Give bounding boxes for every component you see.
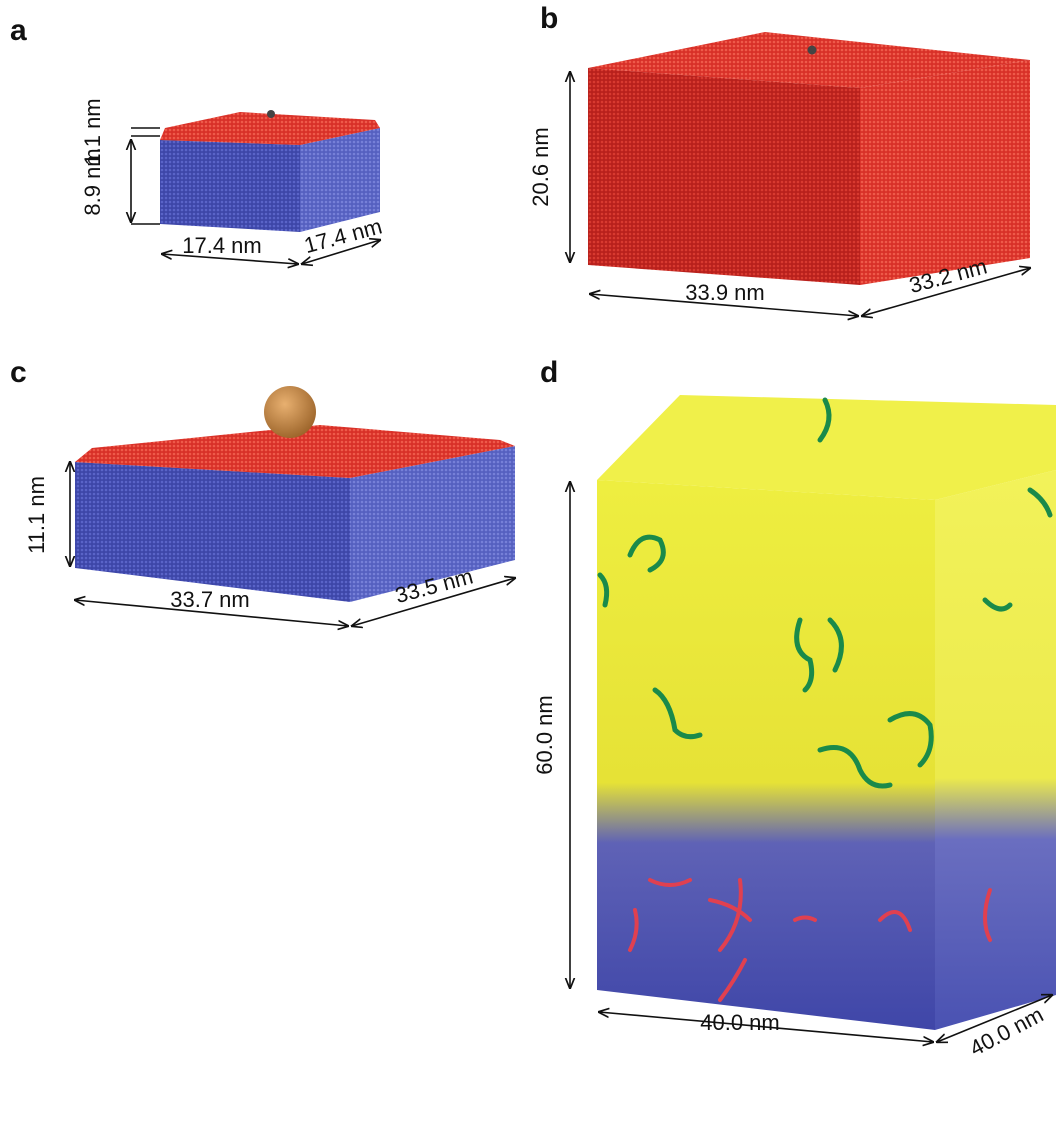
- panel-label: d: [540, 356, 558, 389]
- substrate-front: [160, 140, 300, 232]
- dimension-label: 17.4 nm: [182, 233, 262, 258]
- substrate-front: [75, 462, 350, 602]
- panel-b: b 20.6 nm 33.9 nm 33.2 nm: [528, 2, 1030, 316]
- panel-d: d 60.0 nm 40.0 nm: [532, 356, 1056, 1061]
- box-front: [588, 68, 860, 285]
- figure: a 1.1 nm 8.9 nm 17.4 nm 17.4 nm b 20.6 n…: [0, 0, 1056, 1130]
- dimension-label: 33.7 nm: [170, 587, 250, 612]
- dimension-label: 11.1 nm: [24, 476, 49, 554]
- box-front: [597, 480, 935, 1030]
- panel-label: b: [540, 2, 558, 35]
- dimension-label: 40.0 nm: [700, 1010, 780, 1035]
- panel-label: c: [10, 356, 27, 389]
- particle: [267, 110, 275, 118]
- dimension-label: 60.0 nm: [532, 695, 557, 775]
- dimension-label: 33.9 nm: [685, 280, 765, 305]
- panel-a: a 1.1 nm 8.9 nm 17.4 nm 17.4 nm: [10, 14, 385, 264]
- nanoparticle: [264, 386, 316, 438]
- dimension-label: 8.9 nm: [80, 148, 105, 215]
- box-side: [860, 60, 1030, 285]
- box-side: [935, 470, 1056, 1030]
- dimension-label: 20.6 nm: [528, 127, 553, 207]
- panel-label: a: [10, 14, 27, 47]
- panel-c: c 11.1 nm 33.7 nm 33.5 nm: [10, 356, 515, 626]
- particle: [808, 46, 817, 55]
